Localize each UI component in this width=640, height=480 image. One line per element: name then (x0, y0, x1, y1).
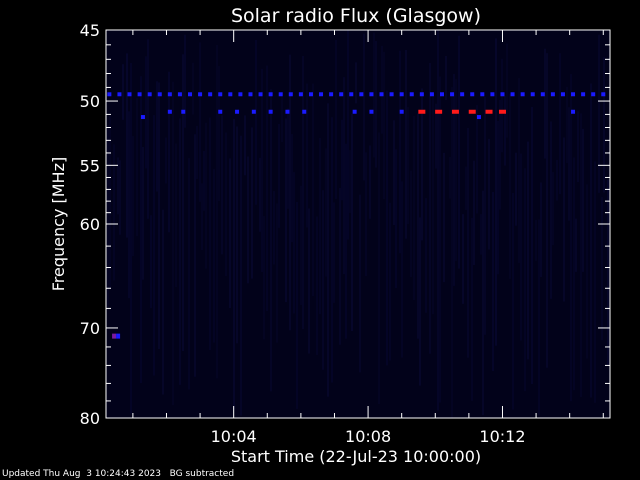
signal-dot-low (177, 92, 182, 97)
plot-area (106, 30, 610, 418)
signal-dot-low (181, 109, 186, 114)
footer-status: Updated Thu Aug 3 10:24:43 2023 BG subtr… (2, 469, 234, 479)
y-tick-label: 50 (80, 92, 100, 111)
signal-dot-low (460, 92, 465, 97)
signal-dot-low (480, 92, 485, 97)
signal-dot-low (298, 92, 303, 97)
signal-dot-low (550, 92, 555, 97)
spectrogram-noise (107, 30, 609, 418)
signal-dot-low (117, 92, 122, 97)
signal-dot-low (167, 109, 172, 114)
signal-dot-low (591, 92, 596, 97)
signal-dot-mixed (116, 333, 121, 339)
signal-dot-low (571, 109, 576, 114)
signal-dot-low (470, 92, 475, 97)
signal-dot-high (451, 109, 459, 114)
signal-dot-high (498, 109, 506, 114)
signal-dot-low (476, 115, 481, 120)
signal-dot-low (285, 109, 290, 114)
signal-dot-low (349, 92, 354, 97)
signal-dot-low (288, 92, 293, 97)
signal-dot-low (389, 92, 394, 97)
signal-dot-high (418, 109, 426, 114)
signal-dot-low (419, 92, 424, 97)
signal-dot-high (485, 109, 493, 114)
spectrogram-signals (107, 92, 606, 339)
signal-dot-low (251, 109, 256, 114)
x-tick-label: 10:08 (345, 427, 391, 446)
signal-dot-low (218, 92, 223, 97)
signal-dot-low (248, 92, 253, 97)
signal-dot-low (198, 92, 203, 97)
signal-dot-low (329, 92, 334, 97)
signal-dot-low (208, 92, 213, 97)
signal-dot-high (435, 109, 443, 114)
signal-dot-low (520, 92, 525, 97)
x-axis-label: Start Time (22-Jul-23 10:00:00) (231, 447, 481, 466)
signal-dot-low (157, 92, 162, 97)
signal-dot-low (379, 92, 384, 97)
signal-dot-low (601, 92, 606, 97)
signal-dot-low (188, 92, 192, 97)
signal-dot-low (308, 92, 313, 97)
y-tick-label: 70 (80, 319, 100, 338)
signal-dot-low (530, 92, 535, 97)
signal-dot-low (490, 92, 495, 97)
bg-note: BG subtracted (169, 469, 235, 479)
signal-dot-low (399, 109, 404, 114)
signal-dot-low (137, 92, 142, 97)
signal-dot-low (440, 92, 444, 97)
y-axis-label: Frequency [MHz] (49, 157, 68, 291)
signal-dot-low (268, 92, 273, 97)
signal-dot-mixed (112, 333, 117, 339)
y-tick-label: 45 (80, 21, 100, 40)
signal-dot-low (429, 92, 434, 97)
y-tick-label: 55 (80, 156, 100, 175)
signal-dot-low (278, 92, 283, 97)
signal-dot-low (302, 109, 307, 114)
signal-dot-low (147, 92, 152, 97)
signal-dot-low (540, 92, 545, 97)
signal-dot-low (235, 109, 240, 114)
signal-dot-low (140, 115, 145, 120)
signal-dot-low (238, 92, 243, 97)
y-tick-label: 80 (80, 409, 100, 428)
x-tick-label: 10:12 (479, 427, 525, 446)
signal-dot-low (268, 109, 273, 114)
signal-dot-low (319, 92, 324, 97)
signal-dot-low (258, 92, 263, 97)
signal-dot-low (450, 92, 455, 97)
signal-dot-low (218, 109, 223, 114)
signal-dot-low (581, 92, 586, 97)
signal-dot-low (560, 92, 565, 97)
x-tick-label: 10:04 (211, 427, 257, 446)
signal-dot-low (571, 92, 576, 97)
signal-dot-low (339, 92, 344, 97)
signal-dot-low (510, 92, 515, 97)
signal-dot-low (359, 92, 364, 97)
axis-ticks: 45 50 55 60 70 80 10:04 10:08 10:12 (80, 21, 610, 446)
signal-dot-low (107, 92, 112, 97)
signal-dot-low (127, 92, 132, 97)
signal-dot-low (352, 109, 357, 114)
signal-dot-low (500, 92, 505, 97)
signal-dot-low (369, 92, 374, 97)
signal-dot-low (399, 92, 404, 97)
signal-dot-high (468, 109, 476, 114)
signal-dot-low (228, 92, 233, 97)
y-tick-label: 60 (80, 215, 100, 234)
signal-dot-low (369, 109, 374, 114)
updated-timestamp: Updated Thu Aug 3 10:24:43 2023 (2, 469, 162, 479)
signal-dot-low (167, 92, 172, 97)
signal-dot-low (409, 92, 414, 97)
chart-title: Solar radio Flux (Glasgow) (231, 5, 481, 27)
